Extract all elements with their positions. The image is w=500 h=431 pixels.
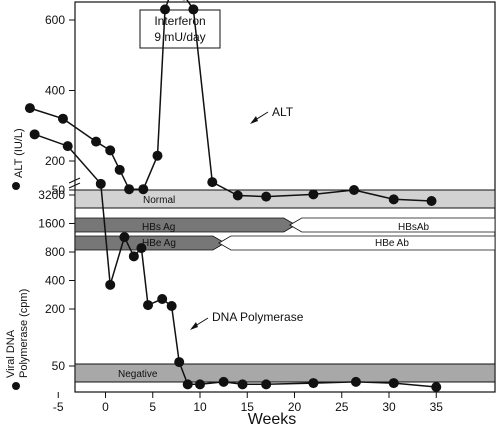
- dna-polymerase-point: [143, 300, 154, 311]
- dna-legend-marker: [12, 382, 20, 390]
- dna-annotation-arrowhead: [190, 322, 198, 330]
- dna-polymerase-point: [261, 379, 272, 390]
- negative-range-band: [74, 363, 496, 383]
- dna-y-tick-label: 3200: [38, 188, 65, 202]
- alt-point: [24, 103, 35, 114]
- dna-polymerase-line: [34, 133, 437, 388]
- alt-point: [105, 145, 116, 156]
- x-tick-label: 10: [193, 400, 207, 414]
- alt-point: [152, 150, 163, 161]
- dna-y-tick-label: 1600: [38, 217, 65, 231]
- alt-annotation-arrowhead: [250, 116, 258, 124]
- hbsab-arrow: [288, 217, 496, 233]
- alt-point: [57, 113, 68, 124]
- dna-annotation: DNA Polymerase: [212, 310, 304, 324]
- interferon-box: [139, 9, 221, 49]
- dna-polymerase-point: [174, 357, 185, 368]
- dna-polymerase-point: [166, 301, 177, 312]
- alt-y-axis-label: ALT (IU/L): [13, 128, 25, 178]
- x-tick-label: 30: [382, 400, 396, 414]
- dna-y-tick-label: 50: [52, 359, 66, 373]
- alt-point: [124, 184, 135, 195]
- dna-polymerase-point: [218, 376, 229, 387]
- alt-y-tick-label: 600: [45, 13, 65, 27]
- axis-break-mark: [68, 177, 81, 184]
- hbeab-label: HBe Ab: [375, 238, 409, 249]
- alt-point: [114, 164, 125, 175]
- alt-y-tick-label: 400: [45, 84, 65, 98]
- x-axis-title: Weeks: [248, 411, 297, 428]
- interferon-label: Interferon: [154, 14, 205, 28]
- dna-polymerase-point: [95, 178, 106, 189]
- x-tick-label: 25: [335, 400, 349, 414]
- alt-point: [138, 184, 149, 195]
- alt-point: [188, 4, 199, 15]
- alt-point: [349, 185, 360, 195]
- hbeab-arrow: [218, 235, 496, 251]
- dna-polymerase-point: [128, 251, 139, 262]
- x-tick-label: 20: [288, 400, 302, 414]
- hbsag-label: HBs Ag: [142, 222, 175, 233]
- alt-point: [207, 177, 218, 188]
- alt-annotation: ALT: [272, 105, 294, 119]
- hbsab-label: HBsAb: [398, 222, 430, 233]
- interferon-dose: 9 mU/day: [154, 30, 205, 44]
- dna-polymerase-point: [431, 382, 442, 393]
- alt-y-tick-label: 50: [52, 183, 66, 197]
- hbsag-arrow: [74, 217, 297, 233]
- negative-band-label: Negative: [118, 369, 158, 380]
- x-tick-label: 0: [102, 400, 109, 414]
- dna-y-tick-label: 200: [45, 302, 65, 316]
- dna-polymerase-point: [388, 378, 399, 389]
- alt-point: [308, 189, 319, 200]
- dna-y-axis-label-line2: Polymerase (cpm): [18, 289, 30, 378]
- alt-point: [160, 4, 171, 15]
- x-tick-label: 15: [241, 400, 255, 414]
- dna-polymerase-point: [136, 243, 147, 254]
- alt-y-tick-label: 200: [45, 154, 65, 168]
- dna-y-tick-label: 800: [45, 245, 65, 259]
- dna-polymerase-point: [182, 379, 193, 390]
- alt-point: [261, 191, 272, 202]
- dna-y-axis-label-line1: Viral DNA: [5, 329, 17, 378]
- normal-range-band: [74, 189, 496, 209]
- dna-polymerase-point: [195, 379, 205, 390]
- hbeag-arrow: [74, 235, 226, 251]
- alt-point: [426, 196, 437, 206]
- axis-break-mark: [68, 182, 81, 189]
- dna-y-tick-label: 400: [45, 274, 65, 288]
- x-tick-label: 35: [430, 400, 444, 414]
- x-tick-label: -5: [53, 400, 64, 414]
- hbeag-label: HBe Ag: [142, 238, 176, 249]
- dna-polymerase-point: [105, 279, 116, 290]
- dna-polymerase-point: [157, 294, 168, 305]
- x-tick-label: 5: [149, 400, 156, 414]
- alt-legend-marker: [12, 182, 20, 190]
- dna-polymerase-point: [62, 141, 73, 152]
- dna-polymerase-point: [237, 379, 248, 390]
- dna-polymerase-point: [29, 129, 40, 140]
- dna-polymerase-point: [119, 232, 130, 243]
- alt-point: [91, 136, 102, 147]
- dna-polymerase-point: [308, 378, 319, 389]
- alt-point: [388, 194, 399, 205]
- alt-point: [232, 190, 243, 201]
- dna-polymerase-point: [350, 376, 361, 387]
- normal-band-label: Normal: [143, 195, 175, 206]
